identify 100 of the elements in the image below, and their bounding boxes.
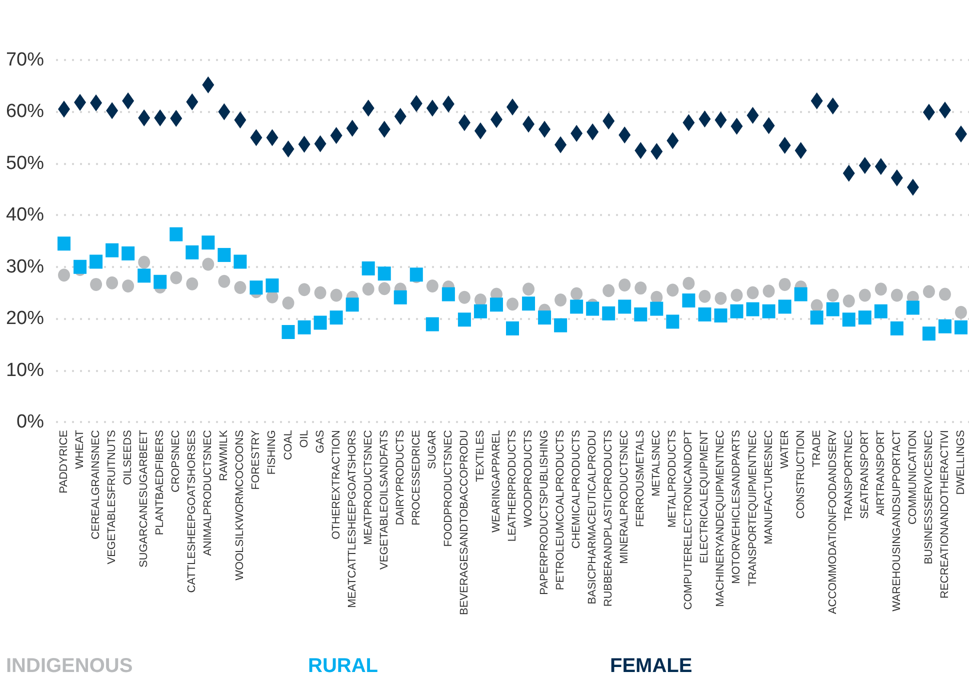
point — [602, 284, 615, 298]
point — [906, 300, 920, 315]
point — [586, 123, 599, 140]
y-tick-label: 50% — [6, 152, 44, 174]
point — [538, 120, 551, 138]
point — [122, 92, 134, 110]
point — [954, 125, 967, 142]
x-tick-label: FOODPRODUCTSNEC — [442, 430, 454, 547]
point — [890, 321, 904, 336]
point — [938, 319, 952, 334]
point — [922, 326, 936, 341]
point — [90, 94, 102, 112]
x-tick-label: WOODPRODUCTS — [522, 430, 535, 528]
y-tick-label: 70% — [6, 50, 44, 70]
point — [282, 296, 294, 310]
point — [458, 114, 470, 132]
point — [955, 306, 967, 319]
point — [314, 286, 326, 300]
point — [602, 306, 616, 320]
point — [170, 271, 182, 284]
point — [138, 268, 151, 283]
x-tick-label: MINERALPRODUCTSNEC — [618, 430, 631, 564]
y-tick-label: 10% — [6, 360, 44, 381]
x-tick-label: OTHEREXTRACTION — [330, 430, 342, 540]
x-tick-label: VEGETABLESFRUITNUTS — [106, 430, 118, 564]
point — [730, 288, 743, 302]
x-tick-label: METALSNEC — [650, 430, 663, 496]
point — [922, 285, 935, 298]
x-tick-label: COMPUTERELECTRONICANDOPT — [682, 430, 695, 610]
point — [842, 294, 855, 308]
point — [810, 92, 823, 110]
point — [426, 317, 439, 332]
x-tick-label: LEATHERPRODUCTS — [506, 430, 518, 542]
x-tick-label: DAIRYPRODUCTS — [394, 430, 406, 526]
point — [666, 284, 679, 297]
point — [778, 136, 791, 154]
x-tick-label: WOOLSILKWORMCOCOONS — [234, 430, 246, 580]
point — [218, 103, 230, 120]
x-tick-label: WEARINGAPPAREL — [490, 430, 502, 532]
text: INDIGENOUS — [6, 655, 133, 677]
x-tick-label: OILSEEDS — [122, 430, 134, 486]
point — [714, 308, 728, 322]
x-tick-label: SUGAR — [426, 430, 438, 470]
point — [458, 312, 471, 327]
x-tick-label: TRANSPORTNEC — [842, 430, 855, 521]
point — [90, 278, 102, 291]
x-tick-label: ANIMALPRODUCTSNEC — [202, 430, 214, 556]
point — [522, 116, 535, 133]
x-tick-label: PADDYRICE — [58, 430, 70, 494]
point — [938, 288, 951, 301]
point — [938, 102, 951, 119]
point — [250, 280, 263, 295]
point — [138, 109, 150, 126]
x-tick-label: FISHING — [266, 430, 278, 475]
x-tick-label: TRANSPORTEQUIPMENTNEC — [746, 430, 759, 586]
point — [330, 310, 343, 325]
x-tick-label: SUGARCANESUGARBEET — [138, 430, 150, 568]
x-tick-label: RUBBERANDPLASTICPRODUCTS — [602, 430, 615, 607]
x-tick-label: CONSTRUCTION — [794, 430, 807, 519]
point — [362, 100, 374, 117]
point — [234, 254, 247, 269]
point — [746, 286, 759, 300]
point — [410, 268, 423, 282]
point — [122, 246, 135, 260]
point — [874, 304, 888, 318]
x-tick-label: CHEMICALPRODUCTS — [570, 430, 583, 549]
point — [378, 282, 390, 296]
point — [394, 290, 407, 304]
point — [138, 256, 150, 269]
x-tick-label: MANUFACTURESNEC — [762, 430, 775, 544]
x-tick-label: MEATCATTLESHEEPGOATSHORS — [346, 430, 358, 608]
point — [698, 307, 712, 322]
point — [58, 268, 70, 282]
x-tick-label: DWELLINGS — [954, 430, 967, 495]
x-tick-label: FORESTRY — [250, 429, 262, 490]
point — [698, 110, 711, 128]
point — [618, 126, 631, 144]
point — [746, 302, 760, 316]
x-tick-label: VEGETABLEOILSANDFATS — [378, 430, 390, 570]
point — [346, 298, 359, 312]
point — [122, 279, 134, 292]
point — [170, 227, 183, 242]
point — [746, 106, 759, 124]
point — [954, 320, 968, 334]
x-tick-label: BEVERAGESANDTOBACCOPRODU — [458, 430, 470, 616]
x-tick-label: WAREHOUSINGANDSUPPORTACT — [890, 430, 903, 612]
point — [90, 254, 103, 269]
point — [298, 136, 310, 153]
x-tick-label: MACHINERYANDEQUIPMENTNEC — [714, 430, 727, 607]
point — [826, 288, 839, 302]
point — [634, 307, 648, 322]
point — [186, 277, 198, 290]
point — [346, 120, 358, 137]
point — [282, 325, 295, 340]
x-tick-label: OIL — [298, 430, 310, 448]
point — [202, 236, 215, 250]
point — [330, 127, 342, 144]
point — [106, 276, 118, 290]
point — [266, 278, 279, 292]
point — [362, 261, 375, 276]
